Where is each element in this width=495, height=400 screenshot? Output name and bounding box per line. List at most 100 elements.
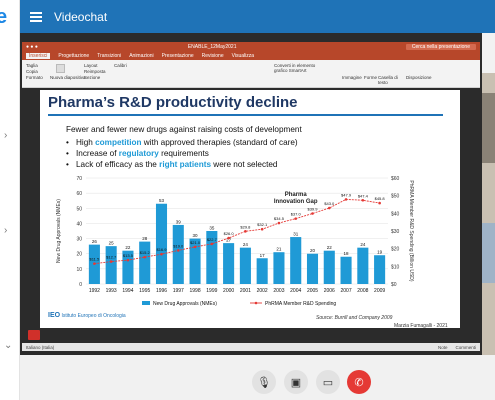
new-slide-icon[interactable]	[56, 64, 65, 73]
smartart-button[interactable]: Converti in elemento grafico SmartArt	[274, 63, 316, 73]
tab-revisione[interactable]: Revisione	[201, 52, 224, 59]
rd-chart: 0 10 20 30 40 50 60 70 $0 $10 $20 $30 $40 $50 $60 New D…	[56, 176, 414, 307]
line-value-label: $26.0	[224, 231, 235, 236]
x-tick-label: 1999	[206, 288, 217, 294]
legend-swatch	[254, 301, 258, 305]
shapes-button[interactable]: Forme	[364, 75, 378, 80]
app-title: Videochat	[54, 9, 108, 24]
bar-value-label: 35	[209, 226, 215, 231]
arrange-button[interactable]: Disposizione	[406, 75, 432, 80]
camera-off-icon[interactable]: ▣	[284, 370, 308, 394]
series-line	[94, 198, 380, 265]
y-right-tick-label: $40	[391, 211, 400, 217]
bar-value-label: 17	[260, 253, 266, 258]
line-point	[93, 262, 96, 265]
layout-button[interactable]: Layout	[84, 63, 98, 68]
comments-button[interactable]: Commenti	[455, 344, 476, 350]
bar-value-label: 39	[176, 219, 182, 224]
chevron-down-icon[interactable]: ⌄	[4, 340, 13, 351]
annotation-label: Innovation Gap	[274, 199, 318, 205]
participant-tile[interactable]	[482, 223, 495, 283]
y-right-axis-label: PhRMA Member R&D Spending (Billion USD)	[408, 180, 414, 281]
participant-video-strip	[482, 33, 495, 355]
y-tick-label: 50	[76, 206, 82, 212]
x-tick-label: 1994	[122, 288, 133, 294]
participant-tile[interactable]	[482, 93, 495, 163]
ppt-ribbon-tabs: Inserisci Progettazione Transizioni Anim…	[22, 51, 480, 60]
image-button[interactable]: Immagine	[342, 75, 362, 80]
copy-button[interactable]: Copia	[26, 69, 38, 74]
ppt-search-input[interactable]: Cerca nella presentazione	[405, 43, 476, 50]
app-logo: e	[0, 6, 8, 28]
tab-visualizza[interactable]: Visualizza	[231, 52, 255, 59]
line-point	[109, 260, 113, 263]
bar-value-label: 24	[243, 242, 249, 247]
tab-inserisci[interactable]: Inserisci	[26, 52, 51, 59]
bar-value-label: 25	[109, 241, 115, 246]
bullet-list: • High competition with approved therapie…	[66, 137, 298, 170]
slide-canvas: Pharma’s R&D productivity decline Fewer …	[40, 90, 460, 329]
x-tick-label: 2005	[307, 288, 318, 294]
phone-hangup-icon[interactable]: ✆	[347, 370, 371, 394]
legend-entry: New Drug Approvals (NMEs)	[153, 301, 217, 307]
bar-value-label: 31	[293, 232, 299, 237]
notes-button[interactable]: Note	[437, 344, 448, 350]
line-value-label: $32.1	[257, 222, 268, 227]
line-point	[344, 198, 348, 201]
line-point	[311, 212, 314, 215]
bar	[323, 250, 335, 284]
tab-animazioni[interactable]: Animazioni	[129, 52, 154, 59]
bar-value-label: 21	[276, 247, 282, 252]
new-slide-button[interactable]: Nuova diapositiva	[50, 75, 86, 80]
y-tick-label: 70	[76, 176, 82, 182]
bar	[374, 255, 386, 284]
y-tick-label: 10	[76, 267, 82, 273]
textbox-button[interactable]: Casella di testo	[378, 75, 398, 85]
bar-value-label: 24	[360, 242, 366, 247]
bullet-item: • Lack of efficacy as the right patients …	[66, 160, 278, 169]
hamburger-menu-icon[interactable]	[30, 11, 42, 22]
screen-share-icon[interactable]: ▭	[316, 370, 340, 394]
reset-button[interactable]: Reimposta	[84, 69, 106, 74]
bullet-item: • Increase of regulatory requirements	[66, 149, 209, 158]
x-tick-label: 2008	[357, 288, 368, 294]
ppt-titlebar: ● ● ● ENABLE_12May2021 Cerca nella prese…	[22, 42, 480, 51]
tab-presentazione[interactable]: Presentazione	[161, 52, 194, 59]
line-value-label: $47.9	[341, 192, 352, 197]
line-point	[193, 245, 197, 249]
chevron-right-icon[interactable]: ›	[4, 130, 8, 141]
chart-source: Source: Burrill and Company 2009	[316, 315, 393, 321]
title-divider	[48, 114, 443, 116]
participant-tile[interactable]	[482, 33, 495, 73]
line-point	[378, 201, 381, 205]
line-value-label: $34.5	[274, 216, 285, 221]
line-point	[143, 255, 147, 259]
line-value-label: $29.8	[240, 224, 251, 229]
line-value-label: $19.0	[173, 243, 184, 248]
clipboard-group: Taglia Copia Formato	[26, 63, 43, 81]
line-value-label: $45.8	[375, 196, 386, 201]
line-value-label: $16.9	[156, 247, 167, 252]
y-tick-label: 20	[76, 252, 82, 258]
line-value-label: $13.5	[123, 253, 134, 258]
tab-transizioni[interactable]: Transizioni	[97, 52, 122, 59]
line-point	[160, 252, 163, 256]
bar	[206, 231, 218, 284]
y-right-tick-label: $60	[391, 176, 400, 182]
y-tick-label: 30	[76, 237, 82, 243]
line-point	[227, 236, 230, 240]
y-right-tick-label: $10	[391, 264, 400, 270]
section-button[interactable]: Sezione	[84, 75, 101, 80]
app-header: Videochat	[20, 0, 495, 33]
bar	[306, 253, 319, 284]
format-painter-button[interactable]: Formato	[26, 75, 43, 80]
mic-off-icon[interactable]: 🎙	[252, 370, 276, 394]
font-select[interactable]: Calibri	[114, 63, 127, 68]
bar	[122, 250, 134, 284]
slide-intro-text: Fewer and fewer new drugs against raisin…	[66, 125, 302, 134]
tab-progettazione[interactable]: Progettazione	[58, 52, 90, 59]
x-tick-label: 1993	[106, 288, 117, 294]
chevron-right-icon[interactable]: ›	[4, 225, 8, 236]
cut-button[interactable]: Taglia	[26, 63, 38, 68]
window-controls-icon[interactable]: ● ● ●	[26, 43, 38, 50]
